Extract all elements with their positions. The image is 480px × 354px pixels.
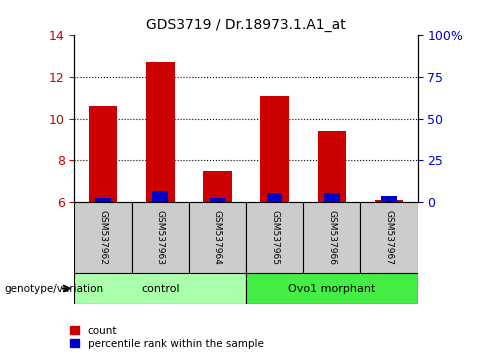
Text: GSM537962: GSM537962 — [98, 210, 108, 265]
Bar — [203, 171, 232, 202]
Bar — [95, 198, 111, 202]
Bar — [74, 202, 132, 273]
Text: Ovo1 morphant: Ovo1 morphant — [288, 284, 375, 293]
Bar — [152, 192, 168, 202]
Bar — [132, 202, 189, 273]
Text: GSM537965: GSM537965 — [270, 210, 279, 265]
Bar — [146, 62, 175, 202]
Text: GSM537966: GSM537966 — [327, 210, 336, 265]
Bar — [317, 131, 346, 202]
Bar — [324, 193, 340, 202]
Bar — [189, 202, 246, 273]
Bar — [303, 202, 360, 273]
Bar — [267, 193, 282, 202]
Text: GSM537964: GSM537964 — [213, 210, 222, 265]
Legend: count, percentile rank within the sample: count, percentile rank within the sample — [70, 326, 264, 349]
Bar — [74, 273, 246, 304]
Bar — [375, 200, 403, 202]
Title: GDS3719 / Dr.18973.1.A1_at: GDS3719 / Dr.18973.1.A1_at — [146, 18, 346, 32]
Text: GSM537963: GSM537963 — [156, 210, 165, 265]
Bar — [89, 106, 117, 202]
Text: GSM537967: GSM537967 — [384, 210, 394, 265]
Bar — [260, 96, 289, 202]
Bar — [246, 202, 303, 273]
Bar — [381, 195, 397, 202]
Bar — [210, 198, 225, 202]
Text: genotype/variation: genotype/variation — [5, 284, 104, 293]
Text: control: control — [141, 284, 180, 293]
Bar — [246, 273, 418, 304]
Bar — [360, 202, 418, 273]
